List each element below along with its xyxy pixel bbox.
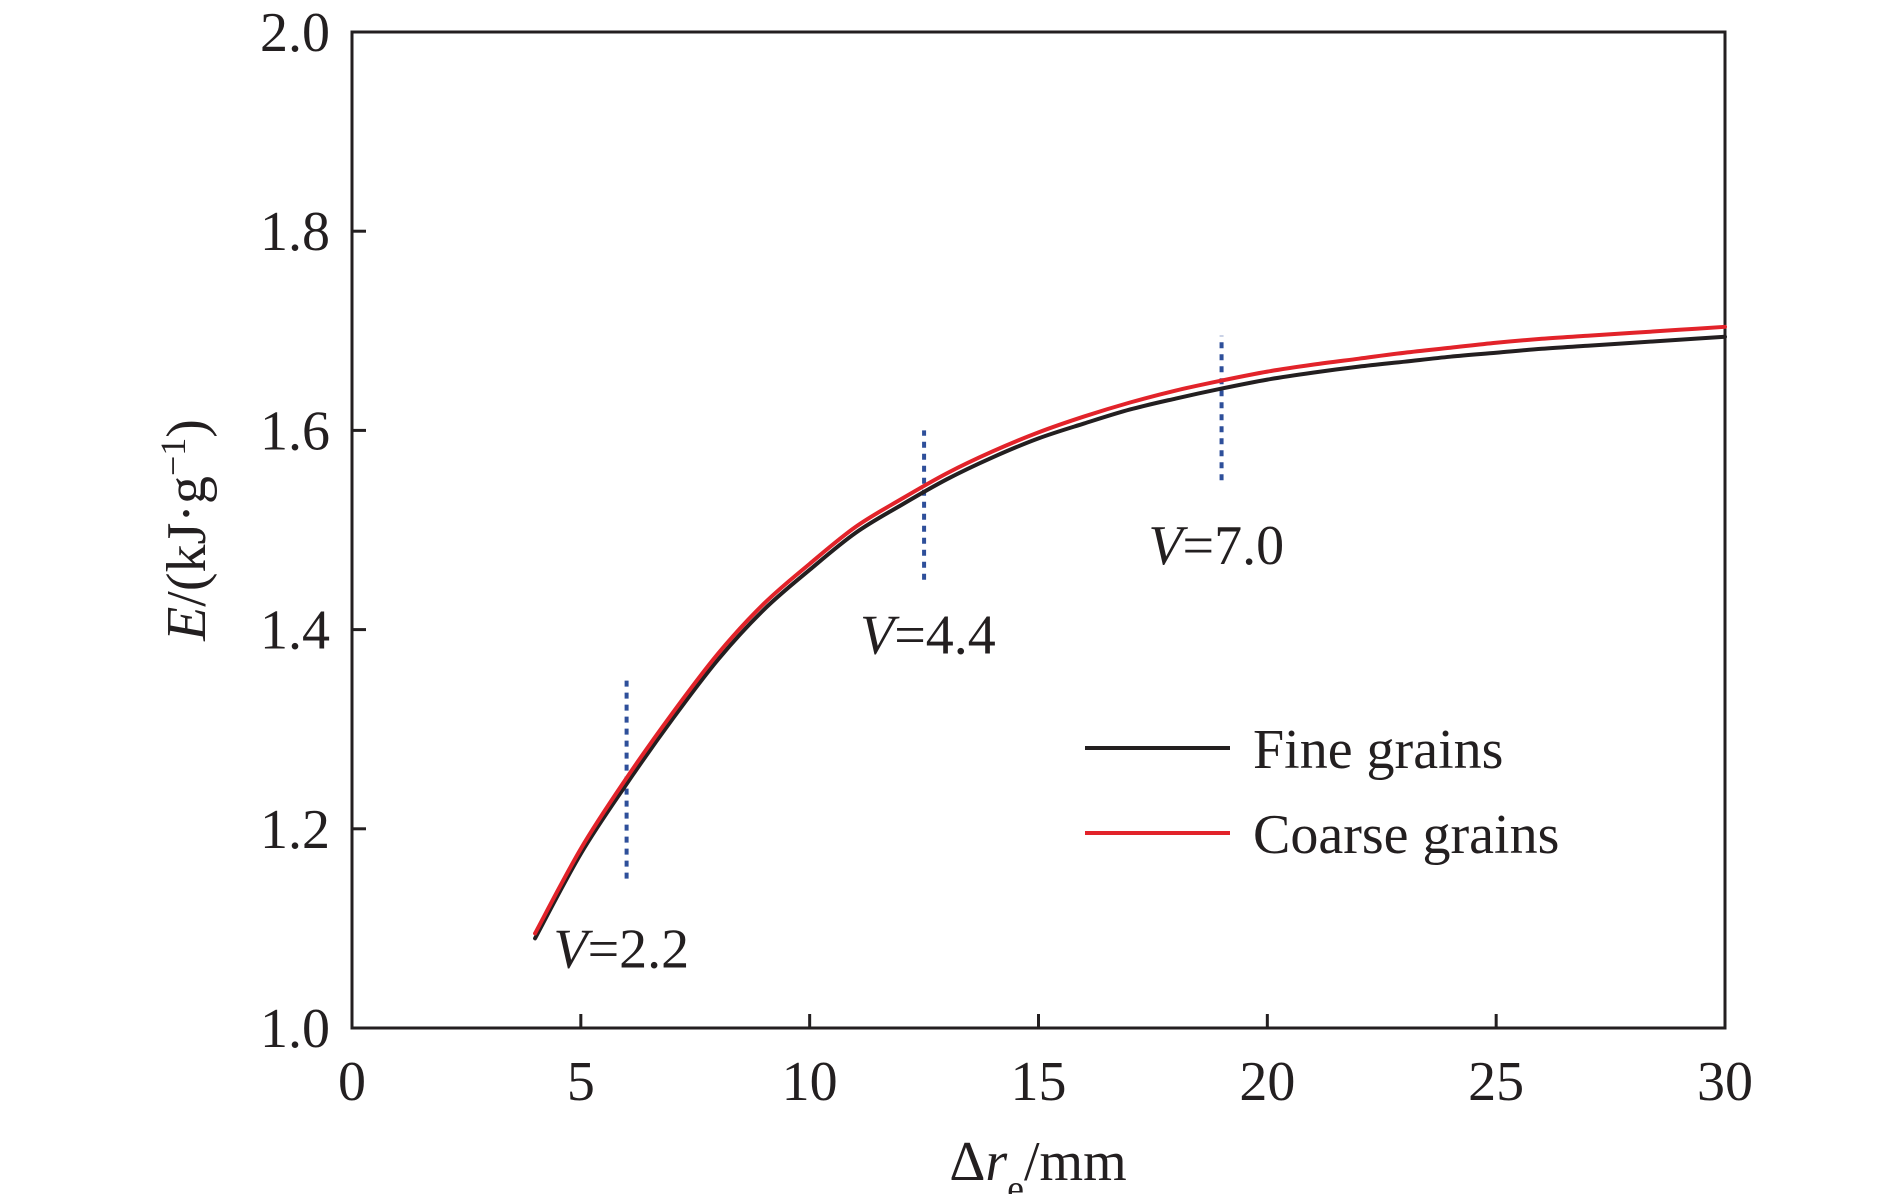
legend-item-fine-grains: Fine grains [1085,719,1503,781]
x-tick-label: 15 [1011,1051,1067,1113]
legend: Fine grains Coarse grains [1085,719,1559,866]
x-axis-title: Δre/mm [949,1131,1126,1194]
y-tick-label: 2.0 [260,2,330,64]
plot-frame [350,30,1727,1030]
velocity-marker-label: V=4.4 [860,605,996,667]
velocity-marker-label: V=7.0 [1148,515,1284,577]
velocity-marker-label: V=2.2 [553,918,689,980]
x-tick-label: 0 [338,1051,366,1113]
y-axis-title: E/(kJ·g−1) [153,419,218,642]
x-tick-label: 25 [1468,1051,1524,1113]
series-line-fine-grains [533,334,1727,941]
x-tick-label: 10 [782,1051,838,1113]
legend-item-coarse-grains: Coarse grains [1085,804,1559,866]
legend-label-coarse-grains: Coarse grains [1253,804,1559,866]
velocity-markers: V=2.2 V=4.4 V=7.0 [553,335,1284,980]
series-line-coarse-grains [533,324,1727,936]
x-tick-label: 5 [567,1051,595,1113]
legend-label-fine-grains: Fine grains [1253,719,1503,781]
y-tick-label: 1.2 [260,799,330,861]
x-axis: 0 5 10 15 20 25 30 [338,1014,1753,1113]
y-tick-label: 1.0 [260,998,330,1060]
y-tick-label: 1.6 [260,400,330,462]
x-tick-label: 20 [1239,1051,1295,1113]
y-tick-label: 1.8 [260,201,330,263]
y-axis: 1.0 1.2 1.4 1.6 1.8 2.0 [260,2,366,1060]
y-tick-label: 1.4 [260,600,330,662]
x-tick-label: 30 [1697,1051,1753,1113]
series-lines [533,324,1727,941]
